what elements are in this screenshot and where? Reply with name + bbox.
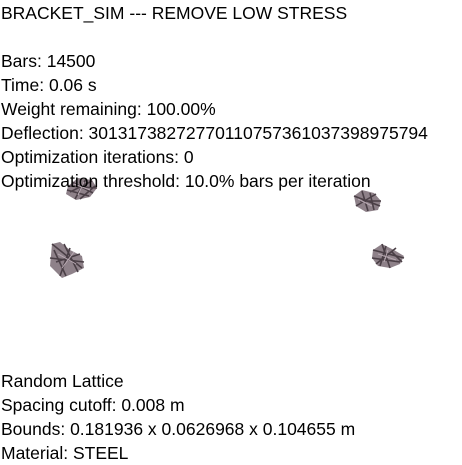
weight-remaining: Weight remaining: 100.00% xyxy=(1,99,216,119)
lattice-cluster-left xyxy=(49,242,85,278)
lattice-cluster-upper-right xyxy=(353,190,381,212)
lattice-cluster-right xyxy=(371,243,405,269)
optimization-iterations: Optimization iterations: 0 xyxy=(1,147,194,167)
simulation-title: BRACKET_SIM --- REMOVE LOW STRESS xyxy=(1,3,348,23)
spacing-cutoff: Spacing cutoff: 0.008 m xyxy=(1,395,185,415)
optimization-threshold: Optimization threshold: 10.0% bars per i… xyxy=(1,171,371,191)
deflection-value: Deflection: 3013173827277011075736103739… xyxy=(1,123,428,143)
elapsed-time: Time: 0.06 s xyxy=(1,75,97,95)
material: Material: STEEL xyxy=(1,443,129,463)
lattice-cluster-upper-left xyxy=(66,178,98,200)
bounds: Bounds: 0.181936 x 0.0626968 x 0.104655 … xyxy=(1,419,356,439)
bars-count: Bars: 14500 xyxy=(1,51,96,71)
lattice-type: Random Lattice xyxy=(1,371,124,391)
